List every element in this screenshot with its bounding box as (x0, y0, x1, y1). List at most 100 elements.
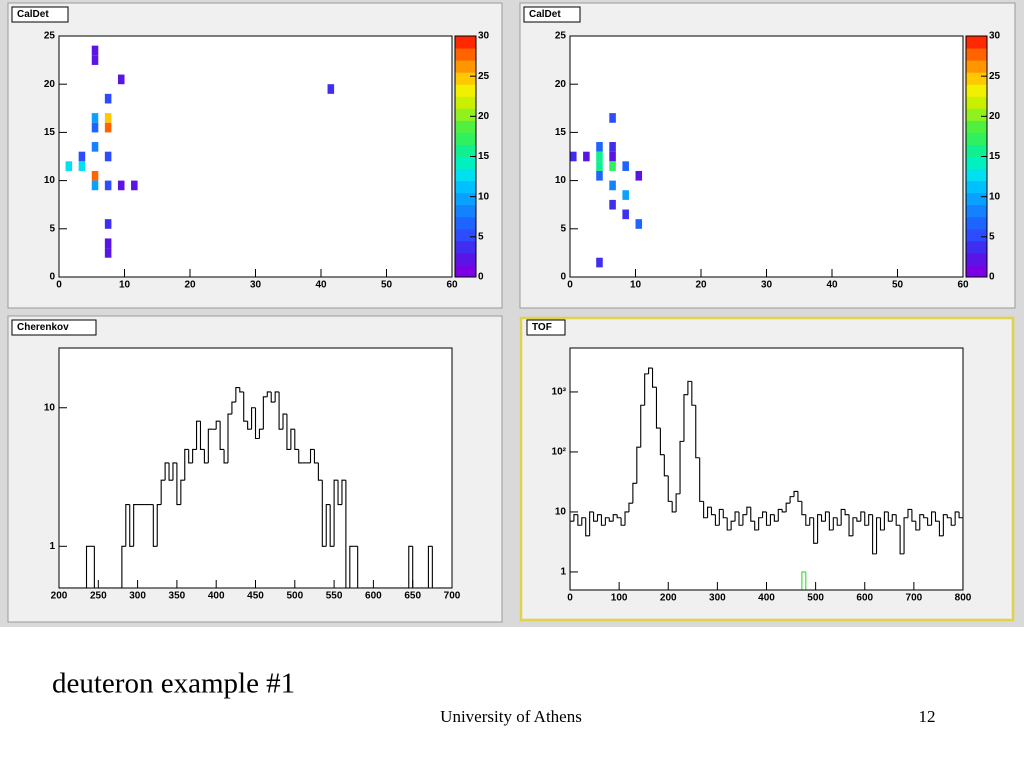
z-tick-label: 5 (478, 231, 484, 242)
bin (333, 479, 339, 547)
bin (156, 504, 162, 547)
colorbar-band (966, 36, 987, 49)
cell (622, 161, 629, 171)
bin (722, 509, 728, 519)
colorbar-band (966, 192, 987, 206)
bin (856, 517, 861, 522)
colorbar-band (966, 252, 987, 266)
bin (231, 401, 236, 415)
z-tick-label: 10 (989, 191, 1001, 202)
bin (600, 514, 606, 526)
bin (663, 454, 669, 477)
bin (644, 373, 649, 406)
colorbar-band (455, 228, 476, 242)
bin (742, 514, 747, 526)
title-box (11, 6, 69, 23)
plot-area (570, 36, 963, 277)
bin (573, 514, 578, 522)
bin (290, 428, 295, 450)
bin (903, 517, 908, 554)
plot: 0 100 200 300 400 500 600 700 800 1 10 10² 10³ (552, 347, 972, 604)
colorbar-band (455, 252, 476, 266)
bin (570, 520, 574, 590)
bin (337, 480, 342, 506)
colorbar-band (455, 144, 476, 157)
bin (828, 511, 834, 531)
bin (235, 386, 240, 403)
bin (129, 504, 134, 547)
y-tick-label: 5 (49, 223, 55, 234)
bin (683, 394, 688, 442)
bin (868, 514, 873, 526)
bin (593, 511, 598, 522)
y-tick-label: 10 (44, 175, 56, 186)
cell (78, 151, 86, 162)
bin (758, 517, 763, 531)
x-tick-label: 700 (906, 593, 923, 604)
bin (223, 449, 228, 464)
colorbar-band (455, 120, 476, 133)
bin (321, 480, 327, 547)
bin (699, 457, 704, 502)
cell (131, 180, 138, 191)
plot: 200 250 300 350 400 450 500 550 600 650 700 1 10 (44, 347, 461, 602)
bin (624, 511, 629, 526)
bin (695, 405, 700, 459)
bin (345, 480, 350, 588)
bin (431, 546, 437, 588)
colorbar-band (455, 108, 476, 121)
bin (809, 517, 814, 526)
y-tick-label: 0 (560, 272, 566, 283)
bin (797, 491, 802, 502)
colorbar-band (966, 60, 987, 73)
y-tick-label: 10 (555, 175, 567, 186)
colorbar-band (966, 132, 987, 145)
bin (184, 448, 189, 481)
cell (117, 180, 125, 191)
bin (734, 511, 739, 522)
cell (91, 45, 99, 56)
colorbar-band (455, 180, 476, 194)
x-tick-label: 60 (446, 280, 458, 291)
colorbar-band (966, 156, 987, 170)
bin (215, 420, 221, 430)
bin (805, 514, 810, 526)
x-tick-label: 20 (695, 280, 707, 291)
plot-area (59, 348, 452, 588)
bin (848, 514, 853, 537)
x-tick-label: 200 (660, 593, 677, 604)
bin (203, 449, 209, 464)
bin (329, 504, 335, 547)
bin (581, 517, 586, 526)
bin (840, 508, 846, 526)
cell (596, 170, 603, 181)
bin (219, 421, 225, 451)
colorbar-band (455, 216, 476, 230)
y-tick-label: 15 (44, 127, 56, 138)
bin (640, 404, 645, 448)
bin (762, 511, 767, 518)
bin (180, 479, 185, 505)
cell (596, 142, 603, 152)
y-tick-label: 25 (44, 31, 56, 42)
cell (91, 122, 99, 133)
bin (718, 508, 724, 526)
bin (958, 511, 963, 590)
cell (609, 199, 616, 210)
cell (91, 142, 99, 152)
cell (570, 151, 577, 162)
bin (765, 511, 771, 526)
cell (622, 209, 629, 220)
bin (691, 381, 696, 406)
bin (188, 449, 193, 464)
bin (927, 517, 932, 526)
cell (104, 238, 112, 249)
bin (612, 514, 618, 522)
bin (254, 407, 260, 440)
z-tick-label: 0 (989, 272, 995, 283)
bin (172, 462, 177, 481)
cell (78, 161, 86, 171)
plot-area (59, 36, 452, 277)
